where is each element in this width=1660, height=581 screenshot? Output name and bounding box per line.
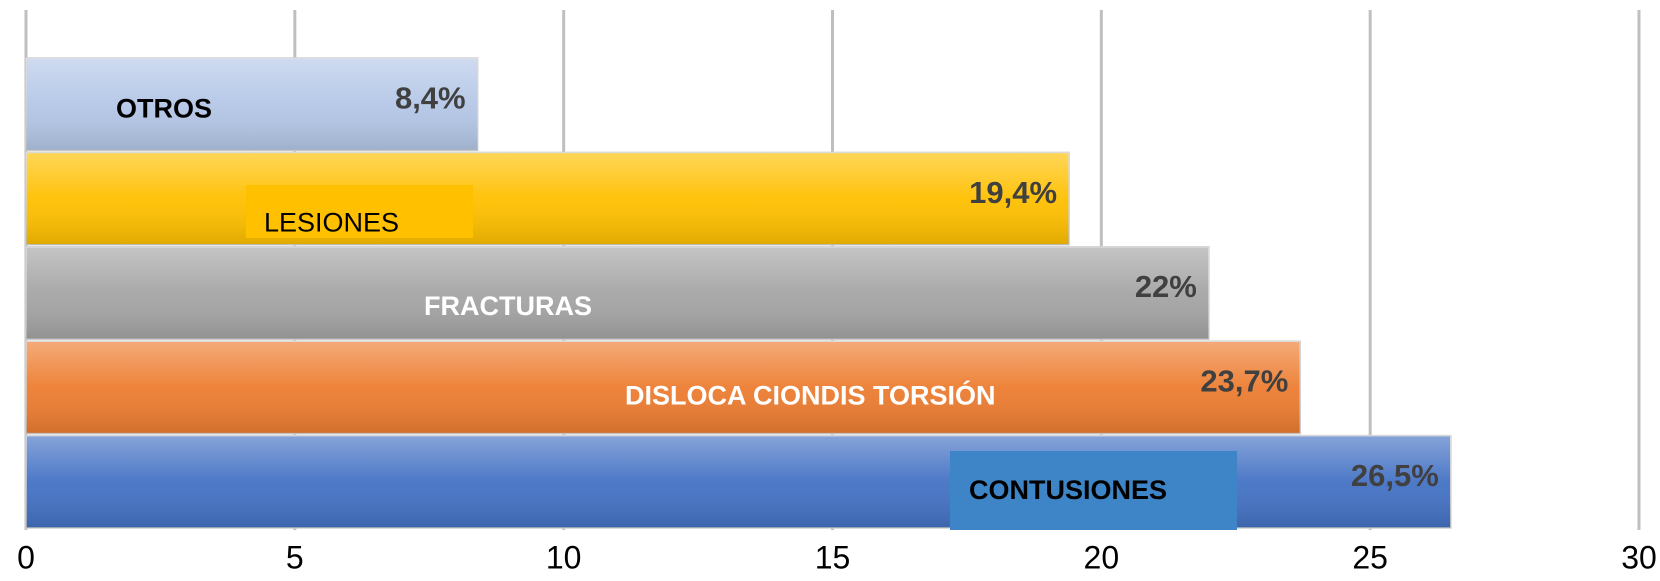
value-label: 8,4% <box>395 80 466 115</box>
x-tick-label: 20 <box>1084 539 1120 575</box>
bar-gloss <box>26 435 1451 528</box>
x-tick-label: 0 <box>17 539 35 575</box>
value-label: 22% <box>1135 269 1197 304</box>
category-label: OTROS <box>116 93 212 123</box>
label-box <box>950 451 1237 530</box>
x-tick-label: 15 <box>815 539 851 575</box>
category-label: LESIONES <box>264 208 399 238</box>
bar-gloss <box>26 152 1070 245</box>
x-tick-label: 30 <box>1621 539 1657 575</box>
bar-gloss <box>26 246 1209 340</box>
x-tick-label: 10 <box>546 539 582 575</box>
category-label: FRACTURAS <box>424 291 592 321</box>
value-label: 26,5% <box>1351 458 1439 493</box>
category-label: DISLOCA CIONDIS TORSIÓN <box>625 380 996 411</box>
bar-gloss <box>26 341 1301 434</box>
x-tick-label: 25 <box>1352 539 1388 575</box>
value-label: 23,7% <box>1200 364 1288 399</box>
label-box <box>246 185 473 238</box>
x-tick-label: 5 <box>286 539 304 575</box>
value-label: 19,4% <box>969 175 1057 210</box>
bar-gloss <box>26 58 478 151</box>
category-label: CONTUSIONES <box>969 475 1167 505</box>
